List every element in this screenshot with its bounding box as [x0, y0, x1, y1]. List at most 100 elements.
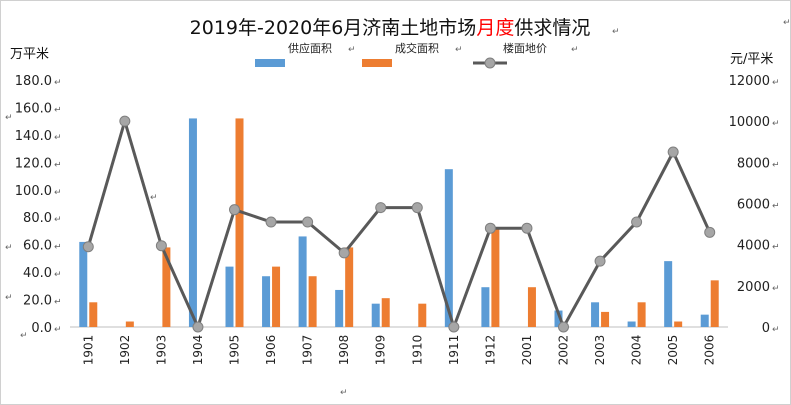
- y-right-tick-mark: ↵: [772, 284, 780, 294]
- price-point: [521, 222, 533, 234]
- y-right-tick-label: 12000: [729, 74, 770, 89]
- price-point: [448, 321, 460, 333]
- deal-bar: [381, 298, 390, 327]
- price-point: [411, 202, 423, 214]
- price-point: [631, 216, 643, 228]
- supply-bar: [700, 314, 709, 327]
- x-tick-label: 1911: [447, 335, 461, 366]
- price-point: [82, 241, 94, 253]
- y-left-tick-label: 180.0: [15, 74, 52, 89]
- legend-label: 供应面积: [288, 41, 332, 55]
- y-right-tick-mark: ↵: [772, 119, 780, 129]
- y-right-unit: 元/平米: [730, 52, 773, 67]
- x-tick-label: 2006: [703, 335, 717, 366]
- supply-bar: [79, 241, 88, 327]
- supply-bar: [188, 118, 197, 327]
- supply-bar: [554, 310, 563, 327]
- deal-bar: [162, 247, 171, 327]
- price-point: [338, 247, 350, 259]
- supply-bar: [298, 236, 307, 327]
- legend-mark: ↵: [348, 45, 356, 55]
- deal-bar: [235, 118, 244, 327]
- price-point: [155, 240, 167, 252]
- price-line: [86, 119, 712, 329]
- y-left-tick-mark: ↵: [54, 105, 62, 115]
- supply-bar: [444, 169, 453, 327]
- price-point: [484, 222, 496, 234]
- deal-bar: [89, 302, 98, 327]
- deal-bar: [601, 311, 610, 327]
- supply-bar: [481, 287, 490, 327]
- y-left-tick-mark: ↵: [54, 215, 62, 225]
- paragraph-mark: ↵: [5, 243, 13, 253]
- y-left-tick-mark: ↵: [54, 160, 62, 170]
- y-left-tick-label: 20.0: [23, 294, 52, 309]
- y-left-tick-mark: ↵: [54, 133, 62, 143]
- x-tick-label: 2001: [520, 335, 534, 366]
- deal-bar: [674, 321, 683, 327]
- supply-bar: [225, 266, 234, 327]
- x-tick-label: 2004: [630, 335, 644, 366]
- deal-bar: [418, 303, 427, 327]
- y-right-tick-mark: ↵: [772, 202, 780, 212]
- x-tick-label: 2005: [666, 335, 680, 366]
- paragraph-mark: ↵: [20, 331, 28, 341]
- x-tick-label: 2003: [593, 335, 607, 366]
- y-left-tick-label: 40.0: [23, 266, 52, 281]
- supply-bar: [627, 321, 636, 327]
- y-right-tick-label: 2000: [737, 280, 770, 295]
- price-point: [119, 115, 131, 127]
- x-tick-label: 1904: [191, 335, 205, 366]
- y-left-tick-mark: ↵: [54, 78, 62, 88]
- legend-swatch: [362, 59, 392, 67]
- y-left-tick-label: 60.0: [23, 239, 52, 254]
- legend-mark: ↵: [571, 45, 579, 55]
- y-left-unit: 万平米: [10, 47, 49, 62]
- y-left-tick-label: 80.0: [23, 211, 52, 226]
- x-tick-label: 2002: [557, 335, 571, 366]
- y-right-tick-mark: ↵: [772, 243, 780, 253]
- legend-marker: [484, 57, 496, 69]
- paragraph-mark: ↵: [783, 18, 791, 28]
- deal-bar: [527, 287, 536, 327]
- supply-bar: [591, 302, 600, 327]
- y-left-tick-label: 160.0: [15, 101, 52, 116]
- y-left-tick-label: 140.0: [15, 129, 52, 144]
- price-point: [192, 321, 204, 333]
- legend-label: 成交面积: [395, 41, 439, 55]
- x-tick-label: 1912: [483, 335, 497, 366]
- price-point: [594, 255, 606, 267]
- x-tick-label: 1907: [301, 335, 315, 366]
- price-point: [302, 216, 314, 228]
- deal-bar: [491, 228, 500, 327]
- y-right-tick-label: 0: [762, 321, 770, 336]
- y-left-tick-mark: ↵: [54, 325, 62, 335]
- supply-bar: [335, 289, 344, 327]
- deal-bar: [272, 266, 281, 327]
- y-left-tick-mark: ↵: [54, 298, 62, 308]
- chart-title: 2019年-2020年6月济南土地市场月度供求情况: [190, 17, 591, 39]
- supply-bar: [664, 261, 673, 327]
- title-part-3: 供求情况: [514, 17, 590, 39]
- x-tick-label: 1902: [118, 335, 132, 366]
- y-left-tick-label: 100.0: [15, 184, 52, 199]
- title-part-highlight: 月度: [476, 17, 514, 39]
- y-left-tick-mark: ↵: [54, 243, 62, 253]
- y-right-tick-mark: ↵: [772, 325, 780, 335]
- x-tick-label: 1901: [81, 335, 95, 366]
- paragraph-mark: ↵: [5, 113, 13, 123]
- deal-bar: [345, 247, 354, 327]
- deal-bar: [308, 276, 317, 327]
- title-part-1: 2019年-2020年6月济南土地市场: [190, 17, 477, 39]
- y-right-tick-label: 8000: [737, 156, 770, 171]
- x-tick-label: 1906: [264, 335, 278, 366]
- price-point: [229, 204, 240, 216]
- supply-bar: [371, 303, 380, 327]
- paragraph-mark: ↵: [5, 293, 13, 303]
- price-point: [704, 226, 716, 238]
- x-tick-label: 1903: [154, 335, 168, 366]
- y-left-tick-label: 120.0: [15, 156, 52, 171]
- legend-swatch: [255, 59, 285, 67]
